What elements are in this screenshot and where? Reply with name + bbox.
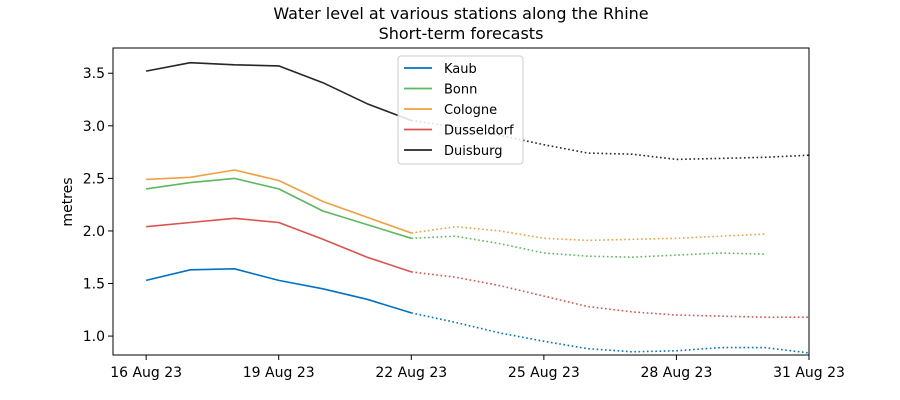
series-layer (145, 61, 810, 354)
kaub-observed-line (145, 267, 412, 314)
bonn-forecast-line (411, 235, 765, 259)
x-tick-label: 22 Aug 23 (375, 365, 447, 381)
y-axis: 1.0 1.5 2.0 2.5 3.0 3.5 (83, 66, 113, 345)
y-tick-label: 1.5 (83, 277, 105, 293)
bonn-observed-line (145, 177, 412, 240)
legend-label: Kaub (444, 62, 477, 77)
series-duisburg (145, 61, 810, 161)
dusseldorf-forecast-line (411, 271, 809, 319)
legend-label: Duisburg (444, 144, 503, 159)
x-tick-label: 16 Aug 23 (110, 365, 182, 381)
y-tick-label: 1.0 (83, 329, 105, 345)
legend: Kaub Bonn Cologne Dusseldorf Duisburg (397, 55, 524, 165)
duisburg-forecast-line (411, 119, 810, 161)
kaub-forecast-line (411, 312, 810, 354)
chart-subtitle: Short-term forecasts (379, 24, 544, 43)
y-tick-label: 2.0 (83, 224, 105, 240)
legend-label: Bonn (444, 83, 477, 98)
y-tick-label: 2.5 (83, 171, 105, 187)
x-tick-label: 25 Aug 23 (508, 365, 580, 381)
legend-box (397, 55, 524, 165)
legend-item-dusseldorf: Dusseldorf (404, 124, 514, 139)
legend-item-duisburg: Duisburg (404, 144, 503, 159)
y-axis-label: metres (60, 177, 76, 226)
legend-label: Cologne (444, 103, 497, 118)
series-bonn (145, 177, 765, 259)
duisburg-observed-line (145, 61, 412, 122)
series-cologne (146, 169, 765, 242)
legend-item-bonn: Bonn (404, 83, 477, 98)
cologne-observed-line (146, 169, 412, 234)
series-kaub (145, 267, 810, 354)
legend-item-kaub: Kaub (404, 62, 477, 77)
legend-label: Dusseldorf (444, 124, 514, 139)
dusseldorf-observed-line (146, 217, 412, 273)
x-tick-label: 28 Aug 23 (640, 365, 712, 381)
x-tick-label: 31 Aug 23 (773, 365, 845, 381)
series-dusseldorf (146, 217, 809, 319)
y-tick-label: 3.5 (83, 66, 105, 82)
chart-title: Water level at various stations along th… (273, 4, 648, 23)
x-tick-label: 19 Aug 23 (243, 365, 315, 381)
y-tick-label: 3.0 (83, 119, 105, 135)
cologne-forecast-line (411, 225, 765, 242)
plot-frame (112, 47, 810, 356)
legend-item-cologne: Cologne (404, 103, 497, 118)
x-axis: 16 Aug 23 19 Aug 23 22 Aug 23 25 Aug 23 28 A… (110, 355, 845, 381)
